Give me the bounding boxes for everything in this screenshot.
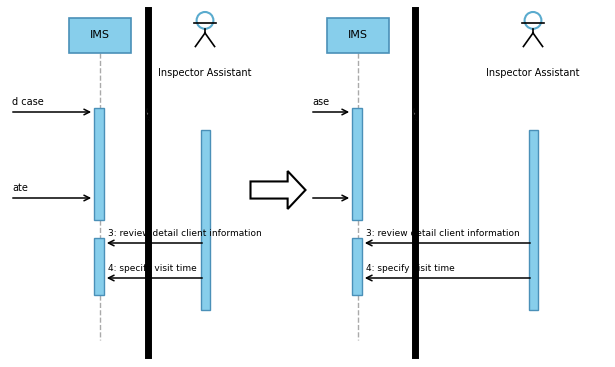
Bar — [94, 108, 104, 220]
Text: d case: d case — [12, 97, 44, 107]
Bar — [352, 238, 362, 295]
Bar — [94, 238, 104, 295]
Text: IMS: IMS — [348, 30, 368, 40]
Text: 3: review detail client information: 3: review detail client information — [108, 229, 262, 238]
Text: ase: ase — [312, 97, 329, 107]
Polygon shape — [250, 171, 306, 209]
Polygon shape — [413, 108, 417, 121]
Bar — [200, 130, 210, 310]
Bar — [528, 130, 538, 310]
Text: 4: specify visit time: 4: specify visit time — [366, 264, 454, 273]
Bar — [352, 108, 362, 220]
Text: Inspector Assistant: Inspector Assistant — [158, 68, 252, 78]
Polygon shape — [146, 108, 150, 121]
Text: IMS: IMS — [90, 30, 110, 40]
Text: Inspector Assistant: Inspector Assistant — [486, 68, 580, 78]
FancyBboxPatch shape — [327, 18, 389, 53]
FancyBboxPatch shape — [69, 18, 131, 53]
Text: ate: ate — [12, 183, 28, 193]
Text: 4: specify visit time: 4: specify visit time — [108, 264, 197, 273]
Text: 3: review detail client information: 3: review detail client information — [366, 229, 520, 238]
